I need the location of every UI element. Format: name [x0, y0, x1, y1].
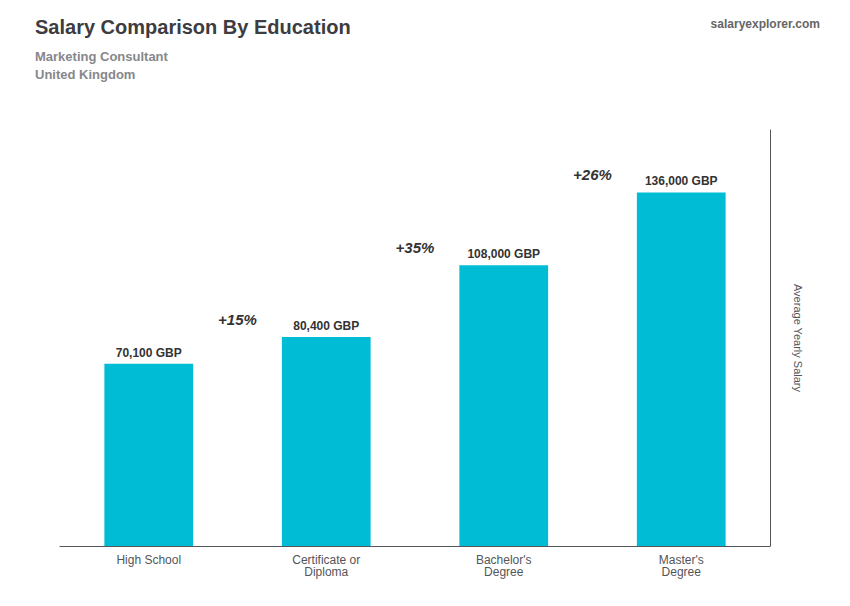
svg-text:136,000 GBP: 136,000 GBP [645, 174, 718, 188]
svg-text:Master's: Master's [658, 553, 704, 567]
svg-text:70,100 GBP: 70,100 GBP [116, 346, 182, 360]
svg-text:+26%: +26% [573, 166, 612, 183]
svg-text:Salary Comparison By Education: Salary Comparison By Education [35, 16, 351, 38]
svg-text:Bachelor's: Bachelor's [475, 553, 532, 567]
svg-text:United Kingdom: United Kingdom [35, 67, 135, 82]
svg-text:+35%: +35% [396, 239, 435, 256]
svg-text:Degree: Degree [484, 565, 524, 579]
svg-text:Marketing Consultant: Marketing Consultant [35, 49, 169, 64]
svg-text:Diploma: Diploma [304, 565, 348, 579]
svg-text:High School: High School [116, 553, 181, 567]
svg-text:+15%: +15% [218, 311, 257, 328]
svg-text:Average Yearly Salary: Average Yearly Salary [792, 284, 804, 393]
svg-text:80,400 GBP: 80,400 GBP [293, 319, 359, 333]
svg-text:salaryexplorer.com: salaryexplorer.com [711, 17, 820, 31]
svg-text:Certificate or: Certificate or [292, 553, 361, 567]
svg-text:108,000 GBP: 108,000 GBP [467, 247, 540, 261]
svg-text:Degree: Degree [662, 565, 702, 579]
